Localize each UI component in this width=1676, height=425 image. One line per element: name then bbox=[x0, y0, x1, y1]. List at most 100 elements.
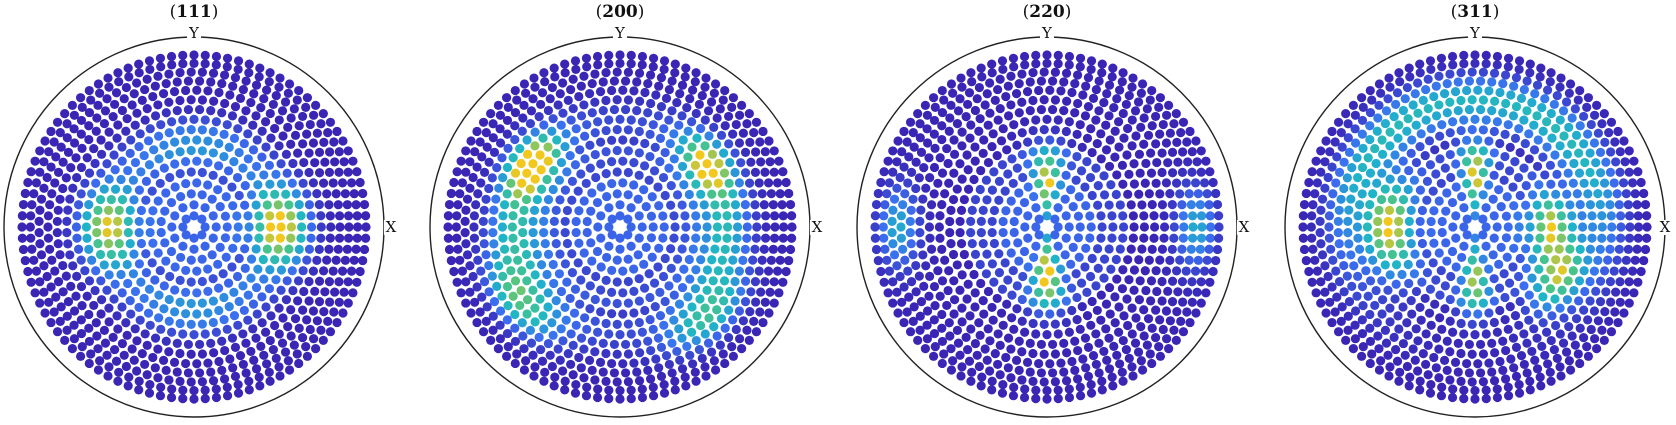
pole-point bbox=[661, 93, 672, 103]
pole-point bbox=[592, 197, 603, 208]
pole-point bbox=[1563, 168, 1573, 178]
pole-point bbox=[1591, 158, 1601, 168]
pole-point bbox=[1459, 241, 1469, 251]
pole-point bbox=[677, 80, 688, 90]
pole-point bbox=[1111, 254, 1121, 265]
pole-point bbox=[334, 297, 344, 307]
pole-point bbox=[1099, 254, 1110, 264]
pole-point bbox=[1163, 286, 1173, 296]
pole-point bbox=[314, 168, 325, 178]
pole-point bbox=[751, 233, 761, 243]
pole-point bbox=[200, 241, 210, 251]
pole-point bbox=[1365, 107, 1376, 118]
pole-point bbox=[1370, 300, 1380, 311]
pole-point bbox=[52, 227, 62, 238]
pole-point bbox=[1214, 211, 1224, 221]
pole-point bbox=[691, 233, 701, 243]
pole-point bbox=[967, 239, 977, 249]
pole-point bbox=[256, 103, 266, 113]
pole-point bbox=[62, 325, 72, 335]
pole-point bbox=[1128, 233, 1138, 243]
pole-point bbox=[495, 306, 506, 316]
pole-point bbox=[1149, 211, 1159, 221]
pole-point bbox=[234, 190, 244, 201]
pole-point bbox=[959, 249, 969, 260]
pole-point bbox=[332, 317, 342, 328]
pole-point bbox=[1478, 254, 1488, 264]
pole-point bbox=[40, 308, 50, 318]
pole-point bbox=[655, 133, 666, 143]
pole-point bbox=[697, 169, 707, 179]
pole-point bbox=[1003, 111, 1014, 121]
pole-point bbox=[111, 356, 122, 366]
pole-point bbox=[634, 296, 644, 306]
pole-point bbox=[150, 333, 161, 343]
pole-point bbox=[530, 174, 540, 184]
pole-figure-title: (111) bbox=[170, 2, 219, 22]
pole-point bbox=[688, 200, 698, 210]
pole-point bbox=[265, 179, 275, 189]
pole-point bbox=[634, 68, 645, 78]
pole-point bbox=[629, 264, 639, 274]
pole-point bbox=[53, 239, 63, 249]
pole-point bbox=[1583, 351, 1594, 361]
pole-point bbox=[63, 147, 74, 157]
pole-point bbox=[539, 216, 549, 227]
pole-point bbox=[957, 174, 967, 184]
pole-point bbox=[962, 150, 972, 160]
pole-point bbox=[1568, 266, 1578, 276]
pole-point bbox=[937, 121, 947, 131]
pole-point bbox=[562, 205, 573, 216]
pole-point bbox=[1187, 297, 1197, 307]
pole-point bbox=[935, 211, 945, 221]
pole-point bbox=[1050, 276, 1060, 287]
pole-point bbox=[1178, 117, 1189, 127]
pole-point bbox=[1014, 365, 1024, 375]
pole-point bbox=[1380, 119, 1391, 129]
pole-point bbox=[1358, 300, 1368, 311]
pole-point bbox=[694, 99, 704, 110]
pole-point bbox=[725, 157, 735, 168]
pole-point bbox=[736, 158, 746, 168]
pole-point bbox=[1187, 167, 1197, 177]
pole-point bbox=[76, 189, 86, 199]
pole-point bbox=[731, 119, 741, 130]
pole-point bbox=[203, 157, 213, 168]
pole-point bbox=[45, 244, 55, 254]
pole-point bbox=[1193, 255, 1203, 265]
pole-point bbox=[740, 147, 751, 157]
pole-point bbox=[1467, 67, 1477, 77]
pole-point bbox=[722, 211, 732, 221]
pole-point bbox=[1045, 288, 1055, 298]
pole-point bbox=[1567, 211, 1577, 221]
pole-point bbox=[759, 244, 769, 254]
pole-point bbox=[1167, 244, 1177, 255]
pole-point bbox=[937, 168, 948, 178]
pole-point bbox=[472, 162, 482, 172]
pole-point bbox=[1580, 157, 1590, 168]
pole-point bbox=[953, 106, 964, 116]
pole-point bbox=[84, 244, 94, 254]
pole-point bbox=[208, 376, 219, 386]
pole-point bbox=[937, 134, 947, 145]
pole-point bbox=[161, 365, 171, 375]
pole-point bbox=[156, 227, 166, 238]
pole-point bbox=[677, 282, 688, 293]
pole-point bbox=[166, 392, 177, 403]
pole-point bbox=[130, 324, 140, 334]
pole-point bbox=[1214, 233, 1224, 243]
pole-point bbox=[159, 281, 169, 291]
pole-point bbox=[1050, 190, 1060, 200]
pole-point bbox=[1334, 276, 1345, 287]
pole-point bbox=[243, 129, 253, 139]
pole-point bbox=[778, 211, 788, 221]
pole-point bbox=[1583, 93, 1594, 103]
pole-point bbox=[331, 255, 341, 265]
pole-point bbox=[227, 111, 238, 121]
pole-point bbox=[899, 317, 909, 328]
pole-point bbox=[95, 249, 106, 260]
pole-point bbox=[1500, 129, 1510, 139]
pole-point bbox=[534, 112, 544, 122]
pole-point bbox=[1555, 115, 1565, 125]
pole-point bbox=[1481, 59, 1491, 69]
